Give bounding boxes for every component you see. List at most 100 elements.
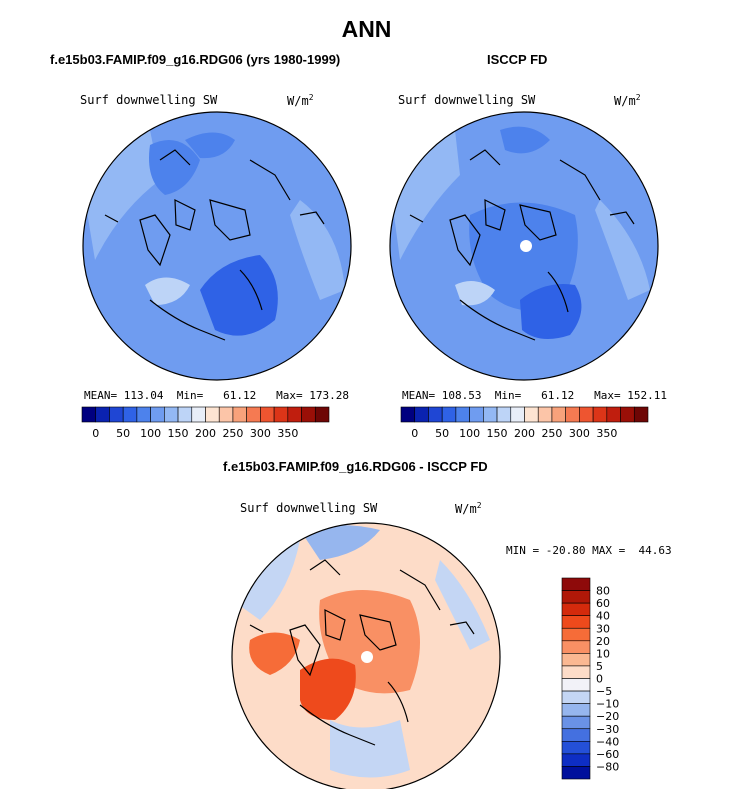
colorbar-model-tick-label: 350 <box>277 427 298 440</box>
colorbar-obs-swatch <box>606 406 621 423</box>
colorbar-model-swatch <box>164 406 179 423</box>
colorbar-diff-swatch <box>561 766 591 780</box>
colorbar-model-swatch <box>81 406 97 423</box>
map-obs-region-siberia-dark <box>520 284 582 339</box>
colorbar-diff-tick-label: 20 <box>596 635 610 648</box>
colorbar-diff-tick-label: −5 <box>596 685 612 698</box>
map-model-coastlines <box>104 149 325 341</box>
panel-1-units: W/m2 <box>287 93 314 108</box>
map-obs-coastlines <box>409 149 635 341</box>
map-obs-region-west-light <box>392 130 460 260</box>
colorbar-diff-tick-label: −30 <box>596 723 619 736</box>
colorbar-obs-swatch <box>620 406 635 423</box>
map-diff-region-east-blue <box>435 560 490 650</box>
colorbar-diff-swatch <box>561 665 591 679</box>
colorbar-diff-swatch <box>561 577 591 591</box>
panel-2-heading: ISCCP FD <box>487 52 548 67</box>
colorbar-model-tick-label: 150 <box>168 427 189 440</box>
colorbar-model-swatch <box>191 406 206 423</box>
colorbar-diff-tick-label: 60 <box>596 597 610 610</box>
colorbar-diff-tick-label: 5 <box>596 660 603 673</box>
panel-2-stats: MEAN= 108.53 Min= 61.12 Max= 152.11 <box>402 389 667 402</box>
colorbar-obs-swatch <box>592 406 608 423</box>
colorbar-obs-swatch <box>524 406 539 423</box>
colorbar-diff-tick-label: 10 <box>596 647 610 660</box>
colorbar-model-swatch <box>287 406 302 423</box>
colorbar-model-swatch <box>301 406 316 423</box>
map-model-region-west-light <box>85 130 160 260</box>
colorbar-diff-tick-label: 40 <box>596 610 610 623</box>
map-model-border <box>82 111 352 381</box>
colorbar-model-swatch <box>150 406 165 423</box>
colorbar-obs-swatch <box>400 406 416 423</box>
colorbar-model-swatch <box>246 406 261 423</box>
map-obs-region-east-light <box>595 200 650 300</box>
colorbar-model-swatch <box>232 406 247 423</box>
colorbar-obs: 0 50 100 150 200 250 300 350 <box>400 406 649 440</box>
colorbar-model-swatch <box>136 406 151 423</box>
colorbar-diff-swatch <box>561 753 591 767</box>
colorbar-diff-swatch <box>561 741 591 755</box>
colorbar-diff-swatch <box>561 678 591 692</box>
colorbar-diff-swatch <box>561 615 591 629</box>
colorbar-model-tick-label: 50 <box>116 427 130 440</box>
colorbar-model-swatch <box>95 406 110 423</box>
map-diff-region-north-blue <box>300 525 380 560</box>
map-model-region-north-dark <box>185 132 235 159</box>
colorbar-model-swatch <box>122 406 138 423</box>
map-diff-pole-hole <box>361 651 373 663</box>
colorbar-diff-swatch <box>561 653 591 667</box>
colorbar-obs-swatch <box>537 406 553 423</box>
map-model-region-northwest-dark <box>149 140 200 195</box>
colorbar-model-tick-label: 250 <box>222 427 243 440</box>
colorbar-obs-tick-label: 100 <box>459 427 480 440</box>
colorbar-model-swatch <box>218 406 234 423</box>
map-obs-region-north-dark <box>500 126 550 154</box>
panel-1-heading: f.e15b03.FAMIP.f09_g16.RDG06 (yrs 1980-1… <box>50 52 341 67</box>
colorbar-obs-swatch <box>428 406 443 423</box>
panel-3-units: W/m2 <box>455 501 482 516</box>
colorbar-model-swatch <box>177 406 193 423</box>
colorbar-obs-swatch <box>579 406 594 423</box>
map-model-region-east-light <box>290 200 345 300</box>
colorbar-obs-tick-label: 300 <box>569 427 590 440</box>
panel-3-heading: f.e15b03.FAMIP.f09_g16.RDG06 - ISCCP FD <box>223 459 488 474</box>
colorbar-obs-swatch <box>510 406 525 423</box>
colorbar-diff-tick-label: −10 <box>596 698 619 711</box>
main-title: ANN <box>341 16 392 42</box>
panel-1-variable-label: Surf downwelling SW <box>80 93 218 107</box>
map-diff-border <box>231 522 501 789</box>
map-obs-border <box>389 111 659 381</box>
colorbar-diff-tick-label: 80 <box>596 585 610 598</box>
map-model-region-greenland-light <box>145 277 190 305</box>
panel-3-stats: MIN = -20.80 MAX = 44.63 <box>506 544 672 557</box>
panel-3-variable-label: Surf downwelling SW <box>240 501 378 515</box>
colorbar-obs-swatch <box>483 406 498 423</box>
colorbar-model-swatch <box>314 406 330 423</box>
panel-2-variable-label: Surf downwelling SW <box>398 93 536 107</box>
colorbar-diff-swatch <box>561 640 591 654</box>
colorbar-obs-tick-label: 150 <box>487 427 508 440</box>
colorbar-diff-tick-label: −60 <box>596 748 619 761</box>
colorbar-diff-tick-label: −40 <box>596 735 619 748</box>
map-model <box>83 112 351 380</box>
colorbar-model: 0 50 100 150 200 250 300 350 <box>81 406 330 440</box>
colorbar-model-swatch <box>273 406 289 423</box>
colorbar-obs-tick-label: 200 <box>514 427 535 440</box>
colorbar-obs-swatch <box>441 406 457 423</box>
colorbar-obs-swatch <box>496 406 512 423</box>
colorbar-obs-tick-label: 250 <box>541 427 562 440</box>
colorbar-diff-swatch <box>561 602 591 616</box>
colorbar-obs-tick-label: 0 <box>411 427 418 440</box>
colorbar-model-tick-label: 200 <box>195 427 216 440</box>
colorbar-diff-swatch <box>561 715 591 730</box>
map-diff-region-canada-warm <box>249 632 300 675</box>
map-obs <box>390 112 658 380</box>
colorbar-diff-swatch <box>561 728 591 742</box>
map-obs-region-arctic-dark <box>469 202 578 311</box>
map-obs-pole-hole <box>520 240 532 252</box>
colorbar-obs-tick-label: 50 <box>435 427 449 440</box>
colorbar-obs-swatch <box>633 406 649 423</box>
colorbar-diff-tick-label: −20 <box>596 710 619 723</box>
